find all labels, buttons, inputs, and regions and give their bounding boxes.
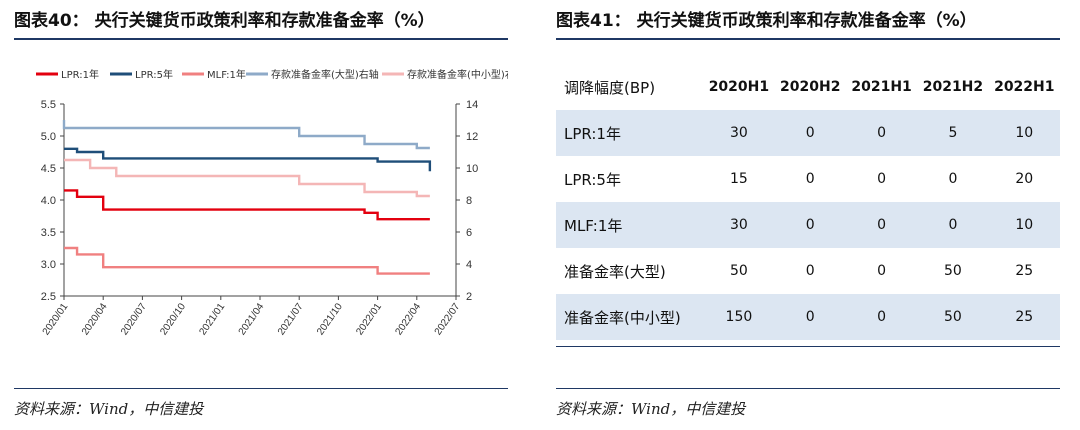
title-rule-right — [556, 38, 1060, 40]
x-tick-label: 2020/04 — [80, 301, 110, 337]
table-bottom-rule — [556, 346, 1060, 347]
table-cell: 0 — [917, 202, 989, 248]
table-cell: 0 — [845, 294, 918, 340]
row-label: MLF:1年 — [556, 202, 704, 248]
x-tick-label: 2020/01 — [41, 301, 71, 337]
legend-label: 存款准备金率(大型)右轴 — [271, 68, 379, 81]
y-tick-label-right: 8 — [466, 195, 472, 207]
table-cell: 50 — [729, 263, 748, 279]
row-label: LPR:5年 — [564, 170, 621, 189]
row-label: LPR:1年 — [556, 110, 704, 156]
chart-series — [62, 120, 432, 275]
y-tick-label-left: 4.5 — [41, 163, 56, 175]
y-tick-label-left: 2.5 — [41, 291, 56, 303]
x-tick-label: 2020/07 — [119, 301, 149, 337]
table-cell: 50 — [944, 263, 962, 279]
table-cell: 10 — [988, 202, 1060, 248]
table-cell: 0 — [805, 263, 815, 279]
x-tick-label: 2022/07 — [433, 301, 463, 337]
table-cell: 30 — [703, 202, 775, 248]
series-line — [64, 246, 430, 275]
bottom-rule-left — [14, 388, 508, 389]
header-cell: 调降幅度(BP) — [564, 78, 656, 97]
x-tick-label: 2020/10 — [158, 301, 188, 337]
table-cell: 0 — [845, 110, 918, 156]
header-cell: 2020H2 — [780, 79, 841, 95]
y-tick-label-left: 5.0 — [41, 131, 56, 143]
series-line — [64, 158, 430, 198]
x-tick-label: 2022/04 — [394, 301, 424, 337]
table-row: 准备金率(中小型) 150 0 0 50 25 — [556, 294, 1060, 340]
series-line — [64, 147, 432, 172]
table-cell: 0 — [845, 202, 918, 248]
table-cell: 0 — [948, 171, 958, 187]
table-cell: 30 — [703, 110, 775, 156]
bottom-rule-right — [556, 388, 1060, 389]
x-tick-label: 2021/04 — [237, 301, 267, 337]
y-tick-label-left: 4.0 — [41, 195, 56, 207]
header-cell: 2020H1 — [708, 79, 770, 95]
table-cell: 5 — [917, 110, 989, 156]
table-cell: 0 — [877, 171, 887, 187]
title-rule-left — [14, 38, 508, 40]
table-cell: 25 — [988, 294, 1060, 340]
rates-line-chart: LPR:1年 LPR:5年 MLF:1年 存款准备金率(大型)右轴 存款准备金率(中小型… — [36, 68, 508, 337]
source-note-left: 资料来源：Wind，中信建投 — [14, 400, 204, 418]
y-tick-label-right: 12 — [466, 131, 478, 143]
table-cell: 0 — [774, 202, 846, 248]
y-tick-label-left: 3.0 — [41, 259, 56, 271]
source-note-right: 资料来源：Wind，中信建投 — [556, 400, 746, 418]
table-cell: 150 — [703, 294, 775, 340]
header-cell: 2021H1 — [851, 79, 912, 95]
header-cell: 2021H2 — [922, 79, 984, 95]
rate-cut-table: 调降幅度(BP) 2020H1 2020H2 2021H1 2021H2 202… — [556, 64, 1060, 340]
y-tick-label-left: 5.5 — [41, 99, 56, 111]
legend-label: 存款准备金率(中小型)右轴 — [407, 68, 508, 81]
x-tick-label: 2021/01 — [198, 301, 228, 337]
legend-label: MLF:1年 — [207, 68, 246, 81]
chart-legend: LPR:1年 LPR:5年 MLF:1年 存款准备金率(大型)右轴 存款准备金率(中小型… — [36, 68, 508, 81]
chart-title: 图表40： 央行关键货币政策利率和存款准备金率（%） — [14, 11, 435, 31]
table-row: 准备金率(大型) 50 0 0 50 25 — [556, 248, 1060, 294]
y-tick-label-right: 4 — [466, 259, 472, 271]
legend-label: LPR:1年 — [61, 68, 99, 81]
table-cell: 20 — [1015, 171, 1034, 187]
table-cell: 0 — [774, 294, 846, 340]
y-tick-label-right: 10 — [466, 163, 478, 175]
table-cell: 0 — [877, 263, 887, 279]
table-cell: 0 — [805, 171, 815, 187]
series-line — [64, 189, 430, 221]
y-tick-label-right: 14 — [466, 99, 478, 111]
x-tick-label: 2021/07 — [276, 301, 306, 337]
table-cell: 0 — [774, 110, 846, 156]
header-cell: 2022H1 — [994, 79, 1055, 95]
table-title: 图表41： 央行关键货币政策利率和存款准备金率（%） — [556, 11, 977, 31]
table-cell: 10 — [988, 110, 1060, 156]
table-row: LPR:1年 30 0 0 5 10 — [556, 110, 1060, 156]
table-row: MLF:1年 30 0 0 0 10 — [556, 202, 1060, 248]
y-tick-label-right: 6 — [466, 227, 472, 239]
table-cell: 50 — [917, 294, 989, 340]
row-label: 准备金率(中小型) — [556, 294, 704, 340]
table-cell: 15 — [729, 171, 748, 187]
x-tick-label: 2022/01 — [354, 301, 384, 337]
y-tick-label-left: 3.5 — [41, 227, 56, 239]
table-cell: 25 — [1015, 263, 1034, 279]
table-header-row: 调降幅度(BP) 2020H1 2020H2 2021H1 2021H2 202… — [556, 64, 1060, 110]
series-line — [62, 120, 430, 150]
x-tick-label: 2021/10 — [315, 301, 345, 337]
row-label: 准备金率(大型) — [564, 262, 666, 281]
legend-label: LPR:5年 — [135, 68, 173, 81]
y-tick-label-right: 2 — [466, 291, 472, 303]
table-row: LPR:5年 15 0 0 0 20 — [556, 156, 1060, 202]
